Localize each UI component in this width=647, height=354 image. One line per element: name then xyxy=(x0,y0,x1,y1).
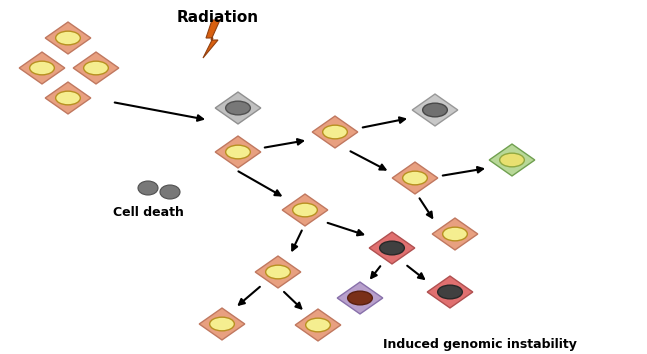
Ellipse shape xyxy=(443,227,467,241)
Polygon shape xyxy=(215,136,261,168)
Polygon shape xyxy=(432,218,477,250)
Ellipse shape xyxy=(266,265,291,279)
Polygon shape xyxy=(45,82,91,114)
Ellipse shape xyxy=(83,61,108,75)
Polygon shape xyxy=(203,20,220,58)
Ellipse shape xyxy=(499,153,524,167)
Text: Induced genomic instability: Induced genomic instability xyxy=(383,338,577,351)
Polygon shape xyxy=(313,116,358,148)
Ellipse shape xyxy=(305,318,331,332)
Ellipse shape xyxy=(56,91,80,105)
Polygon shape xyxy=(45,22,91,54)
Polygon shape xyxy=(392,162,438,194)
Text: Cell death: Cell death xyxy=(113,206,184,219)
Polygon shape xyxy=(255,256,301,288)
Ellipse shape xyxy=(210,317,234,331)
Polygon shape xyxy=(489,144,535,176)
Ellipse shape xyxy=(402,171,428,185)
Polygon shape xyxy=(215,92,261,124)
Polygon shape xyxy=(282,194,328,226)
Polygon shape xyxy=(19,52,65,84)
Polygon shape xyxy=(427,276,473,308)
Ellipse shape xyxy=(56,31,80,45)
Polygon shape xyxy=(199,308,245,340)
Ellipse shape xyxy=(323,125,347,139)
Polygon shape xyxy=(337,282,383,314)
Polygon shape xyxy=(295,309,341,341)
Polygon shape xyxy=(369,232,415,264)
Ellipse shape xyxy=(380,241,404,255)
Ellipse shape xyxy=(422,103,447,117)
Polygon shape xyxy=(412,94,458,126)
Ellipse shape xyxy=(292,203,317,217)
Ellipse shape xyxy=(138,181,158,195)
Ellipse shape xyxy=(226,145,250,159)
Ellipse shape xyxy=(347,291,373,305)
Ellipse shape xyxy=(226,101,250,115)
Ellipse shape xyxy=(160,185,180,199)
Ellipse shape xyxy=(437,285,463,299)
Ellipse shape xyxy=(30,61,54,75)
Polygon shape xyxy=(73,52,119,84)
Text: Radiation: Radiation xyxy=(177,10,259,25)
